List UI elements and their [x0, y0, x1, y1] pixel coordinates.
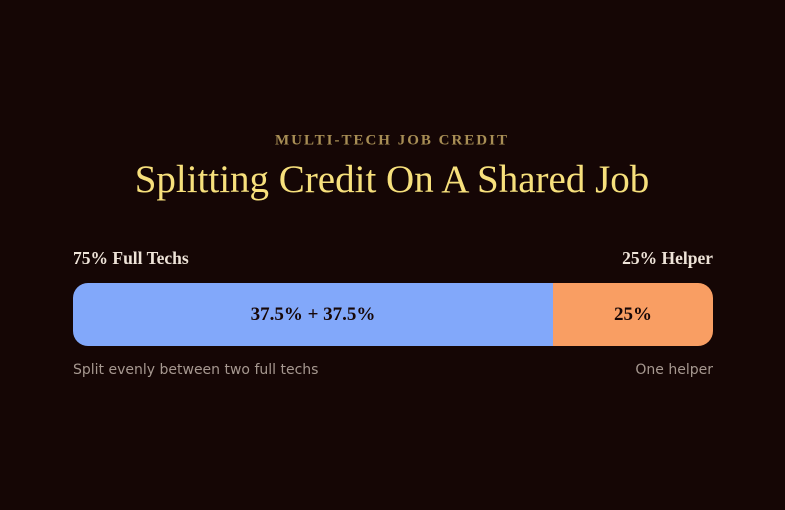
eyebrow: MULTI-TECH JOB CREDIT — [275, 132, 509, 148]
segment-label: 25% — [614, 304, 652, 325]
segment-header: 25% Helper — [622, 248, 713, 268]
segment-note: Split evenly between two full techs — [73, 362, 318, 378]
segment-note: One helper — [635, 362, 713, 378]
chart-title: Splitting Credit On A Shared Job — [135, 158, 650, 201]
bar-group — [73, 283, 713, 346]
bar-segment — [553, 283, 713, 346]
segment-label: 37.5% + 37.5% — [251, 304, 376, 325]
segment-header: 75% Full Techs — [73, 248, 189, 268]
bar-segment — [73, 283, 553, 346]
